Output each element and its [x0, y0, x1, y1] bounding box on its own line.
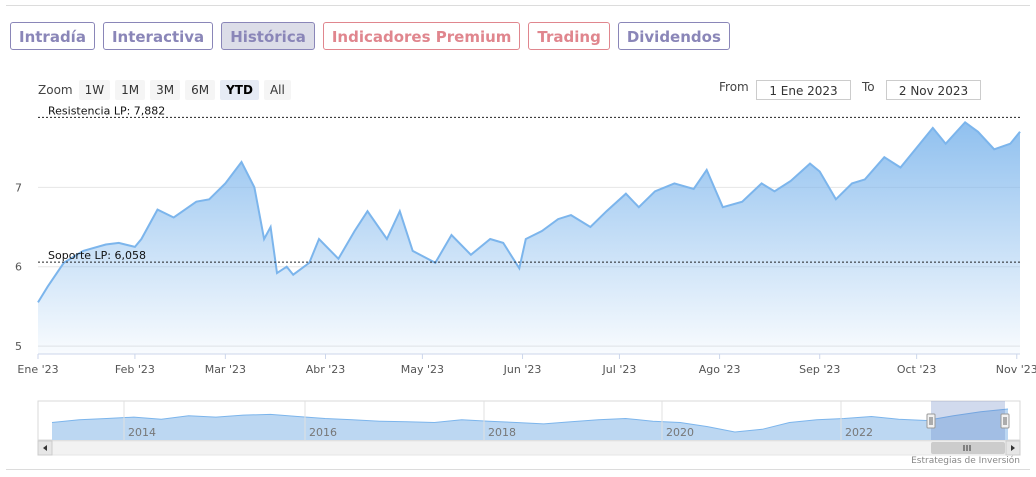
- top-divider: [6, 5, 1030, 6]
- x-axis: Ene '23 Feb '23 Mar '23 Abr '23 May '23 Jun '…: [17, 353, 1036, 376]
- zoom-label: Zoom: [38, 83, 73, 97]
- x-tick-label: Feb '23: [115, 363, 155, 376]
- navigator-year-label: 2014: [128, 426, 156, 439]
- x-tick-label: May '23: [401, 363, 444, 376]
- x-tick-label: Ene '23: [17, 363, 58, 376]
- x-tick-label: Abr '23: [306, 363, 346, 376]
- navigator-area: [52, 409, 1008, 440]
- y-tick-label: 6: [15, 261, 22, 274]
- navigator-line: [51, 408, 1009, 433]
- navigator-selection: [931, 401, 1005, 440]
- bottom-divider: [6, 469, 1030, 470]
- zoom-6m-button[interactable]: 6M: [185, 80, 216, 100]
- from-date-input[interactable]: 1 Ene 2023: [756, 80, 851, 100]
- price-series: [37, 120, 1021, 354]
- plot-lines: Resistencia LP: 7,882 Soporte LP: 6,058: [38, 104, 1020, 263]
- zoom-all-button[interactable]: All: [263, 80, 291, 100]
- scrollbar-thumb: [931, 442, 1005, 454]
- navigator-year-label: 2020: [666, 426, 694, 439]
- to-date-input[interactable]: 2 Nov 2023: [886, 80, 981, 100]
- chart-tabs: Intradía Interactiva Histórica Indicador…: [10, 22, 730, 50]
- tab-dividendos[interactable]: Dividendos: [617, 22, 730, 50]
- y-axis: 5 6 7: [15, 181, 22, 353]
- tab-historica[interactable]: Histórica: [221, 22, 315, 50]
- from-label: From: [719, 80, 749, 94]
- scroll-right-arrow-icon: [1011, 445, 1015, 451]
- support-label: Soporte LP: 6,058: [48, 249, 146, 262]
- tab-intradia[interactable]: Intradía: [10, 22, 95, 50]
- y-tick-label: 5: [15, 340, 22, 353]
- chart-credit: Estrategias de Inversión: [911, 456, 1020, 466]
- zoom-ytd-button[interactable]: YTD: [220, 80, 259, 100]
- navigator-year-label: 2018: [488, 426, 516, 439]
- x-tick-label: Nov '23: [996, 363, 1036, 376]
- navigator-left-handle: [926, 413, 936, 429]
- x-tick-label: Ago '23: [699, 363, 741, 376]
- navigator-year-label: 2016: [309, 426, 337, 439]
- zoom-1w-button[interactable]: 1W: [78, 80, 111, 100]
- price-line: [37, 120, 1021, 303]
- x-tick-label: Oct '23: [897, 363, 937, 376]
- resistance-label: Resistencia LP: 7,882: [48, 104, 165, 117]
- zoom-1m-button[interactable]: 1M: [115, 80, 146, 100]
- scrollbar-track: [37, 440, 1021, 456]
- zoom-3m-button[interactable]: 3M: [150, 80, 181, 100]
- tab-trading[interactable]: Trading: [528, 22, 610, 50]
- navigator[interactable]: 2014 2016 2018 2020 2022: [37, 400, 1021, 456]
- navigator-year-label: 2022: [845, 426, 873, 439]
- navigator-right-handle: [1000, 413, 1010, 429]
- x-tick-label: Jun '23: [503, 363, 542, 376]
- tab-interactiva[interactable]: Interactiva: [102, 22, 214, 50]
- x-tick-label: Jul '23: [602, 363, 637, 376]
- to-label: To: [862, 80, 875, 94]
- tab-indicadores-premium[interactable]: Indicadores Premium: [322, 22, 521, 50]
- x-tick-label: Sep '23: [799, 363, 840, 376]
- y-tick-label: 7: [15, 181, 22, 194]
- zoom-selector: Zoom 1W 1M 3M 6M YTD All: [38, 80, 296, 100]
- x-tick-label: Mar '23: [205, 363, 246, 376]
- scroll-left-arrow-icon: [43, 445, 47, 451]
